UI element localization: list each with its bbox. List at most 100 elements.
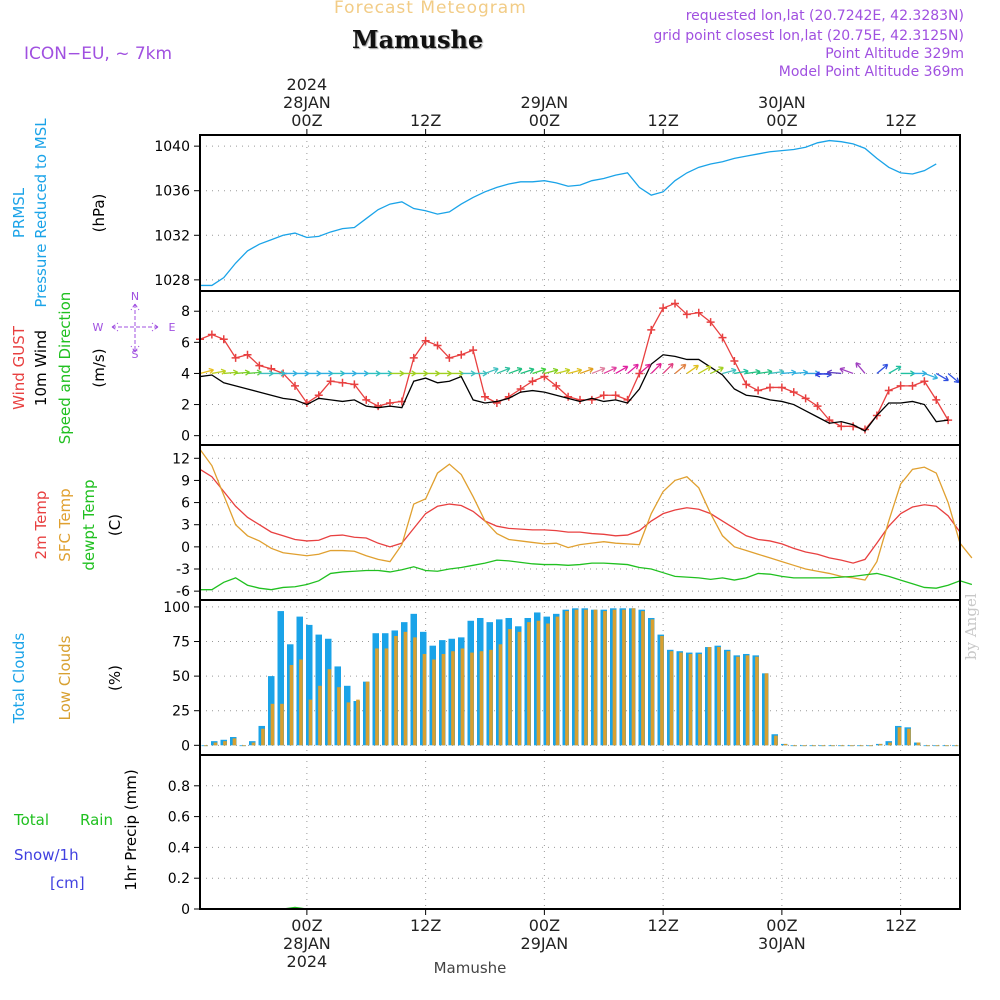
footer-place: Mamushe	[434, 959, 507, 977]
wind-arrow	[734, 368, 749, 375]
cloud-bar-low	[707, 647, 712, 746]
precip-y-axis-label: 1hr Precip (mm)	[122, 769, 140, 890]
gust-marker	[457, 350, 466, 359]
compass-e: E	[169, 321, 176, 334]
pressure-y-tick-label: 1036	[154, 184, 190, 200]
chart-supertitle: Forecast Meteogram	[334, 0, 527, 18]
clouds-axis-label: (%)	[106, 665, 124, 691]
cloud-bar-low	[584, 609, 588, 746]
cloud-bar-low	[688, 653, 693, 746]
cloud-bar-low	[764, 673, 769, 746]
cloud-bar-low	[783, 743, 788, 746]
wind-arrow	[698, 365, 712, 375]
panel-wind	[194, 290, 961, 446]
panel-frame-clouds	[199, 599, 961, 756]
x-tick-label-top: 00Z	[766, 111, 797, 130]
cloud-bar-low	[565, 611, 569, 746]
x-tick-label-top: 00Z	[529, 111, 560, 130]
gust-marker	[409, 353, 418, 362]
gust-marker	[694, 308, 703, 317]
series-sfc	[199, 449, 973, 581]
gust-marker	[801, 394, 810, 403]
precip-y-tick-label: 0.6	[168, 810, 190, 826]
location-title: Mamushe	[352, 25, 484, 54]
gust-marker	[706, 318, 715, 327]
cloud-bar-low	[907, 728, 911, 746]
gust-marker	[338, 378, 347, 387]
cloud-bar-low	[213, 742, 218, 746]
precip-label-rain: Rain	[80, 811, 113, 829]
pressure-axis-label: Pressure Reduced to MSL	[32, 118, 50, 308]
x-tick-label-bottom: 29JAN	[521, 934, 569, 953]
cloud-bar-low	[954, 745, 959, 747]
cloud-bar-low	[840, 745, 845, 747]
temperature-axis-label: 2m Temp	[32, 491, 50, 560]
wind-arrow	[947, 372, 960, 384]
pressure-y-tick-label: 1028	[154, 273, 190, 289]
cloud-bar-total	[277, 611, 284, 746]
gust-marker	[445, 353, 454, 362]
pressure-y-tick-label: 1040	[154, 139, 190, 155]
cloud-bar-low	[470, 652, 474, 746]
pressure-y-tick-label: 1032	[154, 228, 190, 244]
wind-arrow	[615, 365, 629, 375]
wind-arrow	[484, 367, 499, 375]
cloud-bar-low	[403, 631, 408, 746]
gust-marker	[742, 380, 751, 389]
cloud-bar-low	[394, 635, 398, 746]
cloud-bar-low	[612, 609, 617, 746]
wind-arrow	[496, 366, 511, 375]
wind-arrow	[876, 363, 889, 374]
temperature-y-tick-label: 12	[172, 451, 190, 467]
gust-marker	[481, 392, 489, 401]
cloud-bar-low	[498, 644, 503, 746]
gust-marker	[255, 361, 264, 370]
cloud-bar-low	[327, 669, 332, 746]
x-tick-label-top: 30JAN	[758, 93, 806, 112]
x-tick-label-top: 29JAN	[521, 93, 569, 112]
wind-arrow	[508, 367, 523, 375]
gust-marker	[611, 391, 620, 400]
wind-y-tick-label: 0	[181, 429, 190, 445]
cloud-bar-low	[232, 738, 237, 746]
cloud-bar-low	[717, 647, 721, 746]
precip-label-unit: [cm]	[50, 874, 85, 892]
clouds-y-tick-label: 75	[172, 635, 190, 651]
panel-frame-pressure	[199, 134, 961, 292]
wind-arrow	[591, 366, 606, 375]
gust-marker	[291, 381, 299, 390]
cloud-bar-total	[306, 624, 313, 746]
cloud-bar-low	[413, 637, 417, 746]
wind-arrow	[781, 369, 797, 376]
wind-arrow	[211, 368, 227, 375]
cloud-bar-low	[897, 727, 902, 746]
wind-axis-label: Speed and Direction	[56, 292, 74, 445]
gust-marker	[599, 391, 608, 400]
cloud-bar-low	[280, 703, 284, 746]
pressure-axis-label: (hPa)	[90, 194, 108, 233]
grid-coords: grid point closest lon,lat (20.75E, 42.3…	[653, 28, 964, 44]
gust-marker	[362, 395, 371, 404]
gust-marker	[766, 383, 774, 392]
cloud-bar-low	[308, 699, 313, 746]
compass-n: N	[131, 290, 139, 303]
cloud-bar-low	[755, 656, 759, 746]
gust-marker	[540, 372, 549, 381]
wind-y-tick-label: 2	[181, 398, 190, 414]
series-prmsl	[200, 139, 937, 287]
precip-y-tick-label: 0	[181, 902, 190, 918]
cloud-bar-low	[318, 685, 322, 746]
cloud-bar-low	[935, 745, 940, 747]
temperature-y-tick-label: -6	[176, 584, 190, 600]
gust-marker	[718, 333, 727, 342]
gust-marker	[920, 377, 929, 386]
wind-arrow	[627, 363, 639, 374]
gust-marker	[421, 336, 430, 345]
wind-arrow	[579, 367, 594, 375]
x-tick-label-bottom: 00Z	[291, 916, 322, 935]
wind-y-tick-label: 8	[181, 304, 190, 320]
cloud-bar-low	[679, 652, 683, 746]
precip-label-total: Total	[13, 811, 49, 829]
cloud-bar-low	[593, 609, 598, 746]
